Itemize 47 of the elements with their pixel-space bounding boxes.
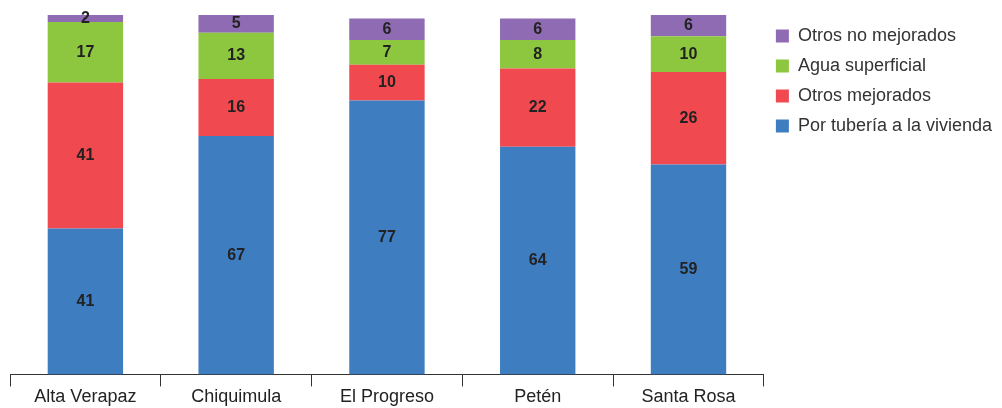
x-tick-label: Santa Rosa xyxy=(641,386,737,407)
bar xyxy=(47,82,124,229)
x-tick-label: Petén xyxy=(514,386,562,407)
legend-label: Por tubería a la vivienda xyxy=(797,114,993,135)
data-label: 41 xyxy=(76,145,95,163)
data-label: 67 xyxy=(227,245,246,263)
data-label: 77 xyxy=(378,227,396,245)
bar xyxy=(198,32,274,80)
bar xyxy=(650,164,727,375)
legend-label: Agua superficial xyxy=(797,54,926,75)
data-label: 6 xyxy=(684,16,694,34)
data-label: 26 xyxy=(679,108,698,126)
legend-label: Otros no mejorados xyxy=(797,24,956,45)
bar xyxy=(650,15,727,37)
x-tick-label: El Progreso xyxy=(339,386,434,407)
data-label: 8 xyxy=(533,44,543,62)
bar xyxy=(349,100,425,375)
bar xyxy=(500,39,576,69)
bar xyxy=(650,71,727,165)
data-label: 5 xyxy=(231,14,241,32)
bar xyxy=(349,18,425,40)
data-label: 7 xyxy=(382,42,392,60)
data-label: 6 xyxy=(382,19,392,37)
data-label: 22 xyxy=(528,97,547,115)
bar xyxy=(500,146,576,375)
bar xyxy=(198,15,274,33)
data-label: 10 xyxy=(378,73,396,91)
data-label: 6 xyxy=(533,19,543,37)
bar xyxy=(198,79,274,136)
bar xyxy=(500,68,576,147)
data-label: 64 xyxy=(528,250,547,268)
bar xyxy=(349,39,425,65)
bar xyxy=(349,64,425,101)
bar xyxy=(500,18,576,40)
data-label: 17 xyxy=(76,42,95,60)
legend-label: Otros mejorados xyxy=(797,84,931,105)
bar xyxy=(47,228,124,375)
bar xyxy=(650,36,727,72)
bar xyxy=(47,22,124,83)
data-label: 13 xyxy=(227,46,246,64)
x-tick-label: Alta Verapaz xyxy=(34,386,137,407)
data-label: 16 xyxy=(227,97,246,115)
x-tick-label: Chiquimula xyxy=(191,386,283,407)
data-label: 59 xyxy=(679,259,698,277)
data-label: 10 xyxy=(679,44,698,62)
data-label: 41 xyxy=(76,291,95,309)
bar xyxy=(198,135,274,375)
